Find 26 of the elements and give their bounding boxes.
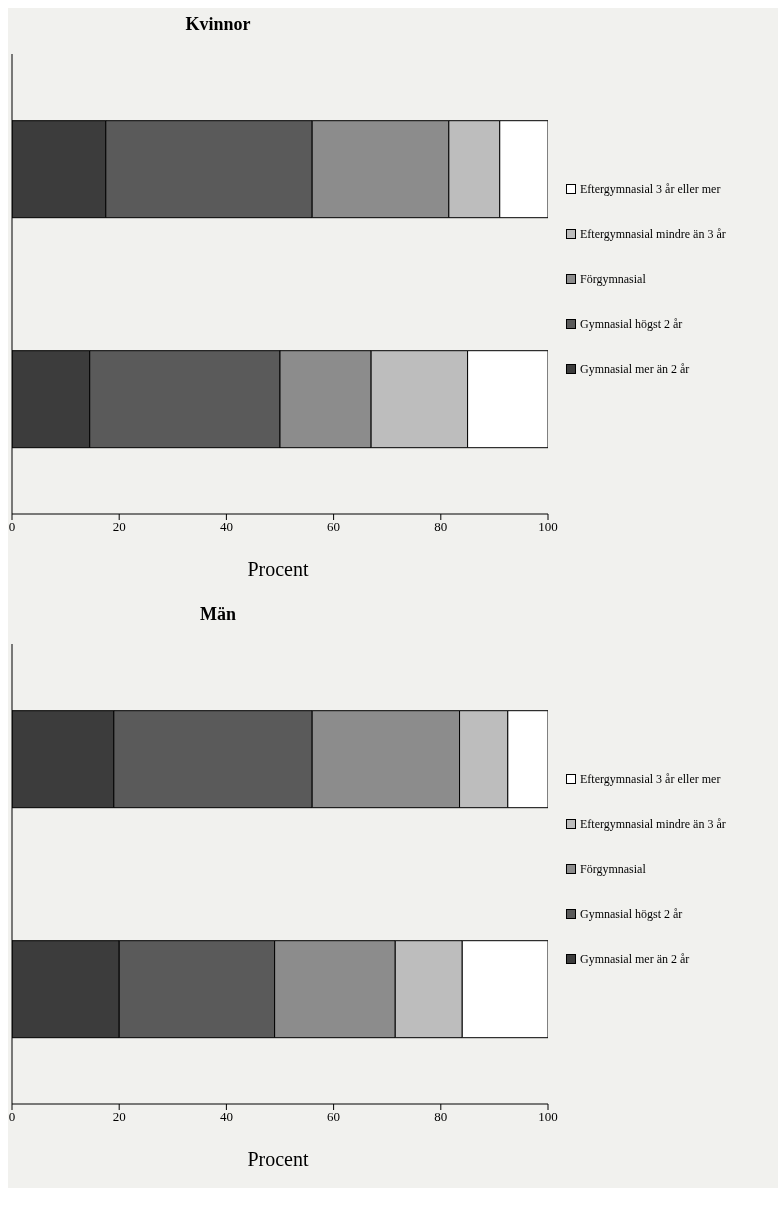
x-tick-label: 20 (112, 1109, 126, 1125)
x-tick-label: 60 (327, 1109, 341, 1125)
legend-label: Eftergymnasial 3 år eller mer (580, 771, 721, 787)
x-axis-title: Procent (246, 558, 310, 581)
x-tick-label: 40 (219, 519, 233, 535)
legend-label: Gymnasial mer än 2 år (580, 951, 690, 967)
legend-label: Gymnasial mer än 2 år (580, 361, 690, 377)
x-tick-label: 0 (8, 519, 16, 535)
legend-label: Eftergymnasial mindre än 3 år (580, 816, 726, 832)
x-tick-label: 100 (538, 519, 558, 535)
x-tick-label: 20 (112, 519, 126, 535)
legend-label: Förgymnasial (580, 861, 646, 877)
legend-label: Gymnasial högst 2 år (580, 906, 683, 922)
legend-label: Eftergymnasial 3 år eller mer (580, 181, 721, 197)
chart-title: Män (199, 603, 237, 626)
x-axis-title: Procent (246, 1148, 310, 1171)
legend-label: Gymnasial högst 2 år (580, 316, 683, 332)
legend-label: Förgymnasial (580, 271, 646, 287)
x-tick-label: 40 (219, 1109, 233, 1125)
x-tick-label: 80 (434, 1109, 448, 1125)
x-tick-label: 0 (8, 1109, 16, 1125)
x-tick-label: 100 (538, 1109, 558, 1125)
x-tick-label: 60 (327, 519, 341, 535)
x-tick-label: 80 (434, 519, 448, 535)
legend-label: Eftergymnasial mindre än 3 år (580, 226, 726, 242)
chart-title: Kvinnor (184, 13, 252, 36)
